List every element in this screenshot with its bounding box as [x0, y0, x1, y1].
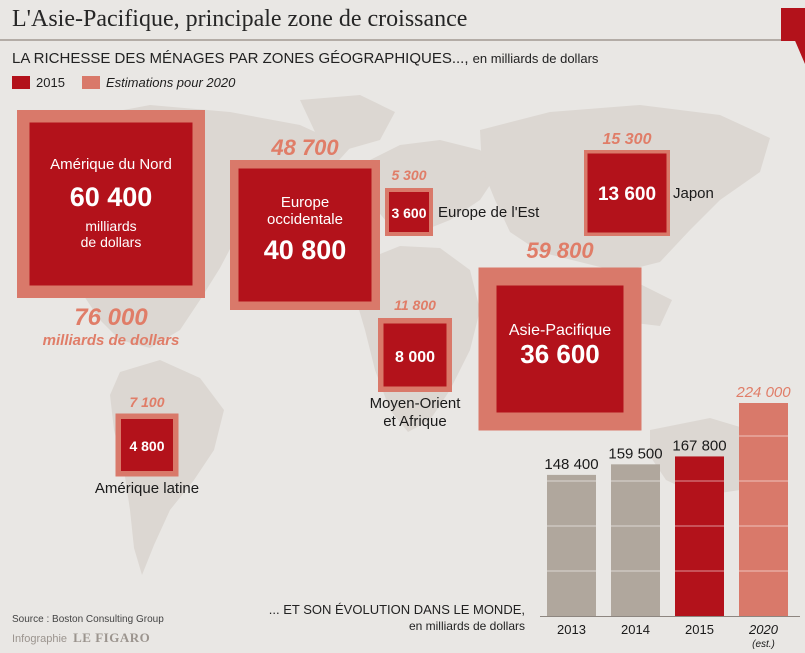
legend-label-2015: 2015 — [36, 74, 65, 90]
region-unit-line2: de dollars — [81, 234, 142, 250]
region-value-2015: 40 800 — [264, 235, 347, 265]
region-unit-line1: milliards — [85, 218, 136, 234]
region-value-2015: 60 400 — [70, 182, 153, 212]
chart-title: L'Asie-Pacifique, principale zone de cro… — [12, 6, 468, 32]
region-name-label: Europe de l'Est — [438, 204, 540, 221]
bar-value-label: 148 400 — [544, 456, 598, 473]
map-greenland — [300, 95, 395, 150]
bar-category-label: 2015 — [685, 622, 714, 637]
bar-2013 — [547, 474, 596, 616]
region-name-label: Moyen-Orient — [370, 395, 462, 412]
region-value-2020: 59 800 — [526, 238, 594, 263]
region-value-2015: 13 600 — [598, 184, 656, 205]
region-value-2020: 15 300 — [603, 131, 652, 148]
region-value-2020: 48 700 — [270, 135, 339, 160]
bar-caption-line2: en milliards de dollars — [408, 619, 525, 633]
region-2015-square — [238, 168, 372, 302]
region-value-2020: 5 300 — [391, 167, 426, 183]
bar-2020 — [739, 403, 788, 616]
region-name-label: Amérique latine — [95, 480, 199, 497]
region-2015-square — [389, 192, 429, 232]
bar-value-label: 224 000 — [735, 384, 791, 401]
bar-chart-caption: ... ET SON ÉVOLUTION DANS LE MONDE, en m… — [250, 602, 525, 634]
region-name-label: occidentale — [267, 211, 343, 228]
region-value-2020: 76 000 — [74, 304, 148, 331]
legend-item-2020: Estimations pour 2020 — [82, 74, 235, 90]
chart-subtitle: LA RICHESSE DES MÉNAGES PAR ZONES GÉOGRA… — [12, 50, 598, 67]
region-value-2015: 4 800 — [129, 438, 164, 454]
region-name-label: Amérique du Nord — [50, 156, 172, 173]
corner-tab — [781, 8, 805, 64]
bar-category-label: 2020 — [748, 622, 779, 637]
world-wealth-bar-chart: 148 400 2013 159 500 2014 167 800 2015 224 000… — [540, 384, 800, 650]
source-note: Source : Boston Consulting Group — [12, 614, 164, 625]
bar-2014 — [611, 464, 660, 616]
region-amerique-latine: 4 800 Amérique latine 7 100 — [95, 394, 199, 497]
newspaper-logo: LE FIGARO — [73, 630, 151, 645]
bar-value-label: 167 800 — [672, 437, 726, 454]
region-2015-square — [121, 419, 173, 471]
legend-label-2020: Estimations pour 2020 — [106, 74, 236, 90]
region-unit-2020: milliards de dollars — [43, 332, 180, 349]
subtitle-unit: en milliards de dollars — [472, 51, 599, 66]
bar-category-label: 2013 — [557, 622, 586, 637]
bar-value-label: 159 500 — [608, 445, 662, 462]
region-name-label: Europe — [281, 194, 329, 211]
subtitle-text: LA RICHESSE DES MÉNAGES PAR ZONES GÉOGRA… — [12, 50, 469, 67]
region-2015-square — [496, 285, 624, 413]
region-value-2015: 36 600 — [520, 339, 600, 369]
region-2015-square — [383, 323, 447, 387]
credit-line: Infographie LE FIGARO — [12, 630, 150, 646]
legend-swatch-2015 — [12, 75, 30, 89]
region-2015-square — [29, 122, 193, 286]
region-europe-de-l-est: 3 600 Europe de l'Est 5 300 — [385, 167, 540, 236]
region-name-label: et Afrique — [383, 413, 446, 430]
credit-label: Infographie — [12, 633, 68, 645]
region-value-2020: 11 800 — [394, 297, 436, 313]
region-name-label: Japon — [673, 185, 714, 202]
region-japon: 13 600 Japon 15 300 — [584, 131, 714, 236]
region-name-label: Asie-Pacifique — [509, 322, 611, 339]
legend-swatch-2020 — [82, 75, 100, 89]
title-rule — [0, 39, 782, 41]
region-2015-square — [587, 153, 667, 233]
region-value-2015: 3 600 — [391, 205, 426, 221]
bar-caption-line1: ... ET SON ÉVOLUTION DANS LE MONDE, — [268, 602, 525, 617]
legend-item-2015: 2015 — [12, 74, 65, 90]
bar-2015 — [675, 456, 724, 616]
bar-category-note: (est.) — [752, 639, 775, 650]
corner-tab-block — [781, 8, 805, 41]
region-value-2015: 8 000 — [395, 349, 435, 366]
bar-category-label: 2014 — [621, 622, 650, 637]
region-value-2020: 7 100 — [129, 394, 164, 410]
